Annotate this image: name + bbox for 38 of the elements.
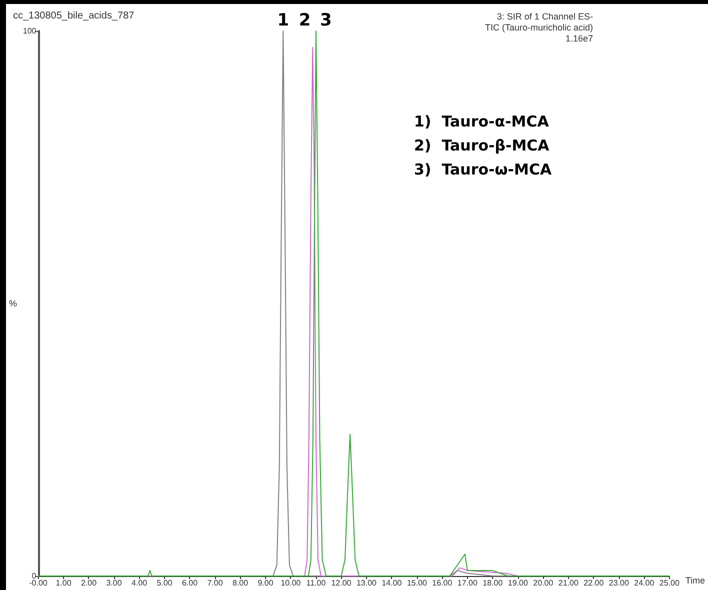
x-tick-label: 13.00 bbox=[356, 578, 378, 588]
x-tick-label: 11.00 bbox=[306, 578, 326, 588]
x-tick-label: 18.00 bbox=[482, 578, 504, 588]
y-axis-title: % bbox=[8, 298, 17, 308]
y-tick-label: 100 bbox=[22, 26, 37, 36]
x-tick-label: 3.00 bbox=[106, 578, 122, 588]
annotation: 1) Tauro-α-MCA bbox=[414, 112, 550, 130]
x-tick-label: 22.00 bbox=[584, 578, 604, 588]
x-tick-label: 25.00 bbox=[659, 578, 680, 588]
x-axis-title: Time bbox=[685, 576, 706, 586]
x-tick-label: 9.00 bbox=[258, 578, 274, 588]
x-tick-label: 19.00 bbox=[508, 578, 528, 588]
x-tick-label: 5.00 bbox=[156, 578, 173, 588]
x-tick-label: 8.00 bbox=[232, 578, 249, 588]
annotation: 3 bbox=[320, 10, 332, 30]
annotation: 2) Tauro-β-MCA bbox=[414, 136, 550, 154]
x-tick-label: 16.00 bbox=[432, 578, 453, 588]
x-tick-label: 20.00 bbox=[533, 578, 554, 588]
x-tick-label: 15.00 bbox=[406, 578, 428, 588]
x-tick-label: -0.00 bbox=[29, 578, 48, 588]
x-tick-label: 21.00 bbox=[558, 578, 579, 588]
annotation: 3) Tauro-ω-MCA bbox=[414, 160, 552, 178]
annotation: 2 bbox=[298, 10, 311, 30]
x-tick-label: 17.00 bbox=[457, 578, 478, 588]
x-tick-label: 10.00 bbox=[280, 578, 302, 588]
x-tick-label: 24.00 bbox=[634, 578, 655, 588]
x-tick-label: 7.00 bbox=[207, 578, 224, 588]
x-tick-label: 14.00 bbox=[382, 578, 402, 588]
x-tick-label: 12.00 bbox=[331, 578, 352, 588]
annotation: 1 bbox=[277, 10, 290, 30]
x-tick-label: 2.00 bbox=[80, 578, 98, 588]
x-tick-label: 23.00 bbox=[608, 578, 630, 588]
chart-subtitle: 3: SIR of 1 Channel ES- TIC (Tauro-muricholic acid) 1.16e7 bbox=[484, 12, 593, 44]
x-tick-label: 6.00 bbox=[182, 578, 198, 588]
chart-title: cc_130805_bile_acids_787 bbox=[13, 10, 135, 22]
x-tick-label: 1.00 bbox=[56, 578, 72, 588]
y-tick-label: 0 bbox=[32, 572, 37, 580]
x-tick-label: 4.00 bbox=[131, 578, 148, 588]
